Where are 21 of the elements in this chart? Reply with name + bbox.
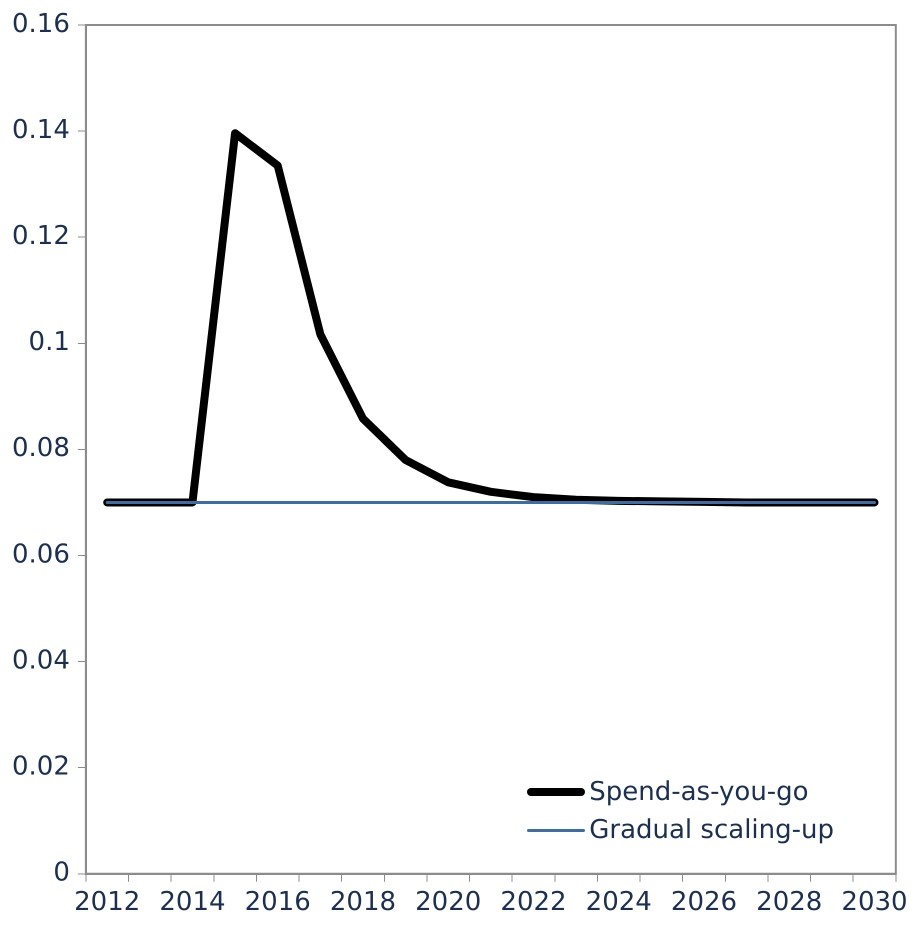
x-tick-label: 2030 [841,887,908,918]
x-tick-label: 2026 [670,887,738,918]
x-tick-label: 2012 [74,887,140,918]
x-tick-label: 2024 [586,887,652,918]
legend-label: Gradual scaling-up [589,815,834,845]
y-tick-label: 0.04 [12,645,70,676]
x-tick-label: 2016 [244,887,311,918]
y-tick-label: 0.12 [12,220,70,251]
y-tick-label: 0.08 [12,433,70,464]
legend-label: Spend-as-you-go [589,777,809,807]
x-tick-label: 2018 [330,887,396,918]
y-tick-label: 0.1 [28,327,70,358]
y-tick-label: 0 [53,858,70,888]
x-tick-label: 2014 [159,887,226,918]
y-tick-label: 0.02 [12,751,70,782]
x-tick-label: 2022 [500,887,567,918]
y-tick-label: 0.14 [12,114,70,145]
x-tick-label: 2028 [756,887,822,918]
x-tick-label: 2020 [415,887,482,918]
y-tick-label: 0.06 [12,539,70,570]
y-tick-label: 0.16 [12,8,70,39]
